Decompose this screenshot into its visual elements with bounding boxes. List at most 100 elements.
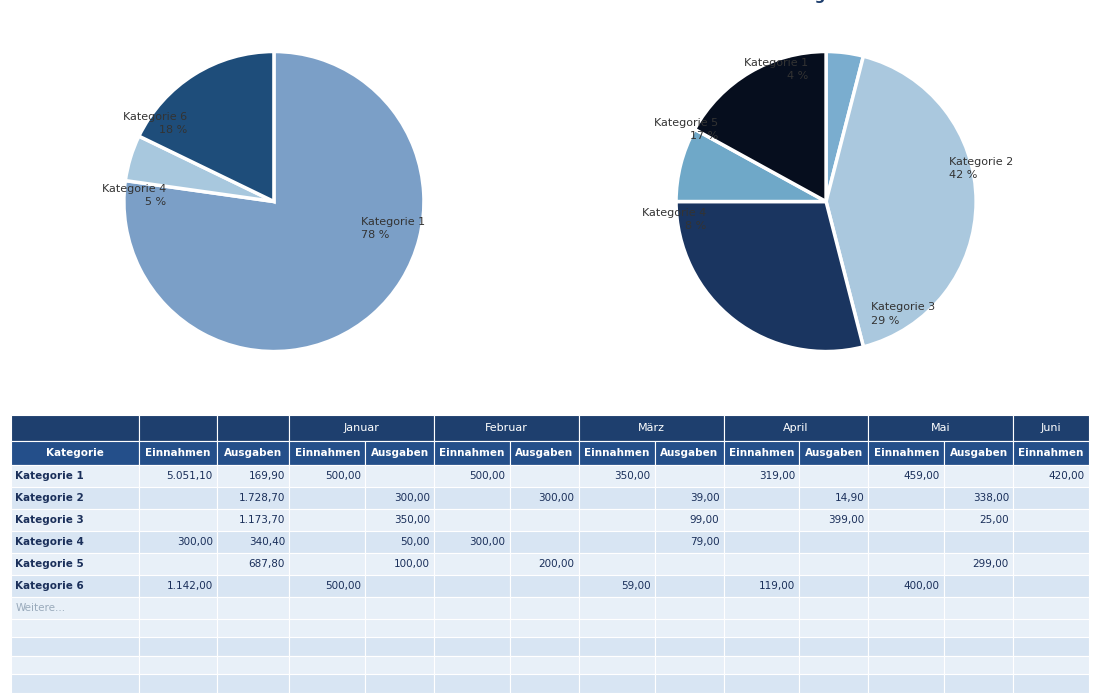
FancyBboxPatch shape — [11, 509, 139, 531]
FancyBboxPatch shape — [869, 575, 944, 596]
FancyBboxPatch shape — [11, 415, 139, 442]
Wedge shape — [826, 56, 976, 346]
Wedge shape — [676, 202, 864, 351]
Text: 399,00: 399,00 — [828, 515, 865, 525]
Text: Kategorie 2: Kategorie 2 — [15, 494, 84, 503]
Text: Ausgaben: Ausgaben — [660, 449, 718, 458]
FancyBboxPatch shape — [11, 553, 139, 575]
FancyBboxPatch shape — [654, 674, 724, 693]
FancyBboxPatch shape — [510, 637, 579, 656]
Text: 25,00: 25,00 — [979, 515, 1009, 525]
FancyBboxPatch shape — [579, 415, 724, 442]
FancyBboxPatch shape — [869, 619, 944, 637]
Text: 500,00: 500,00 — [470, 471, 506, 482]
FancyBboxPatch shape — [579, 531, 654, 553]
FancyBboxPatch shape — [869, 637, 944, 656]
FancyBboxPatch shape — [510, 656, 579, 674]
Text: Kategorie 6: Kategorie 6 — [15, 581, 84, 591]
FancyBboxPatch shape — [654, 553, 724, 575]
Text: 59,00: 59,00 — [620, 581, 650, 591]
FancyBboxPatch shape — [800, 509, 869, 531]
Text: 350,00: 350,00 — [394, 515, 430, 525]
FancyBboxPatch shape — [944, 509, 1013, 531]
FancyBboxPatch shape — [289, 531, 365, 553]
FancyBboxPatch shape — [11, 674, 139, 693]
Text: Kategorie 4
8 %: Kategorie 4 8 % — [641, 208, 706, 231]
FancyBboxPatch shape — [139, 619, 217, 637]
FancyBboxPatch shape — [800, 575, 869, 596]
FancyBboxPatch shape — [434, 415, 579, 442]
FancyBboxPatch shape — [869, 442, 944, 466]
Text: Kategorie: Kategorie — [46, 449, 104, 458]
FancyBboxPatch shape — [510, 487, 579, 509]
FancyBboxPatch shape — [139, 596, 217, 619]
FancyBboxPatch shape — [11, 487, 139, 509]
FancyBboxPatch shape — [800, 487, 869, 509]
FancyBboxPatch shape — [365, 442, 435, 466]
FancyBboxPatch shape — [510, 466, 579, 487]
FancyBboxPatch shape — [869, 531, 944, 553]
FancyBboxPatch shape — [944, 553, 1013, 575]
FancyBboxPatch shape — [434, 656, 510, 674]
FancyBboxPatch shape — [365, 466, 435, 487]
FancyBboxPatch shape — [365, 553, 435, 575]
FancyBboxPatch shape — [800, 637, 869, 656]
FancyBboxPatch shape — [1013, 487, 1089, 509]
FancyBboxPatch shape — [654, 466, 724, 487]
FancyBboxPatch shape — [579, 674, 654, 693]
Text: 169,90: 169,90 — [249, 471, 285, 482]
FancyBboxPatch shape — [365, 637, 435, 656]
FancyBboxPatch shape — [944, 619, 1013, 637]
FancyBboxPatch shape — [944, 596, 1013, 619]
FancyBboxPatch shape — [579, 487, 654, 509]
FancyBboxPatch shape — [654, 509, 724, 531]
Text: 100,00: 100,00 — [394, 559, 430, 569]
FancyBboxPatch shape — [217, 575, 289, 596]
FancyBboxPatch shape — [365, 575, 435, 596]
FancyBboxPatch shape — [944, 466, 1013, 487]
FancyBboxPatch shape — [579, 637, 654, 656]
FancyBboxPatch shape — [724, 637, 800, 656]
Text: 14,90: 14,90 — [835, 494, 865, 503]
FancyBboxPatch shape — [217, 637, 289, 656]
Text: 200,00: 200,00 — [539, 559, 574, 569]
Text: 350,00: 350,00 — [614, 471, 650, 482]
FancyBboxPatch shape — [289, 637, 365, 656]
FancyBboxPatch shape — [1013, 531, 1089, 553]
Text: Juni: Juni — [1041, 424, 1062, 433]
FancyBboxPatch shape — [579, 596, 654, 619]
Text: Einnahmen: Einnahmen — [439, 449, 505, 458]
FancyBboxPatch shape — [579, 509, 654, 531]
Text: 319,00: 319,00 — [759, 471, 795, 482]
FancyBboxPatch shape — [724, 619, 800, 637]
FancyBboxPatch shape — [289, 442, 365, 466]
FancyBboxPatch shape — [217, 466, 289, 487]
Text: 300,00: 300,00 — [539, 494, 574, 503]
FancyBboxPatch shape — [654, 656, 724, 674]
FancyBboxPatch shape — [289, 509, 365, 531]
FancyBboxPatch shape — [724, 674, 800, 693]
FancyBboxPatch shape — [800, 553, 869, 575]
FancyBboxPatch shape — [944, 487, 1013, 509]
FancyBboxPatch shape — [11, 619, 139, 637]
Text: Einnahmen: Einnahmen — [584, 449, 649, 458]
FancyBboxPatch shape — [724, 575, 800, 596]
Text: 500,00: 500,00 — [324, 471, 361, 482]
FancyBboxPatch shape — [944, 442, 1013, 466]
Text: 119,00: 119,00 — [759, 581, 795, 591]
FancyBboxPatch shape — [217, 531, 289, 553]
FancyBboxPatch shape — [724, 487, 800, 509]
Text: 299,00: 299,00 — [972, 559, 1009, 569]
Text: 300,00: 300,00 — [470, 537, 506, 547]
FancyBboxPatch shape — [724, 656, 800, 674]
FancyBboxPatch shape — [434, 674, 510, 693]
FancyBboxPatch shape — [1013, 637, 1089, 656]
FancyBboxPatch shape — [1013, 553, 1089, 575]
FancyBboxPatch shape — [289, 415, 434, 442]
Wedge shape — [676, 130, 826, 202]
Text: 1.173,70: 1.173,70 — [239, 515, 285, 525]
FancyBboxPatch shape — [1013, 442, 1089, 466]
FancyBboxPatch shape — [944, 656, 1013, 674]
FancyBboxPatch shape — [724, 466, 800, 487]
Text: Einnahmen: Einnahmen — [729, 449, 794, 458]
